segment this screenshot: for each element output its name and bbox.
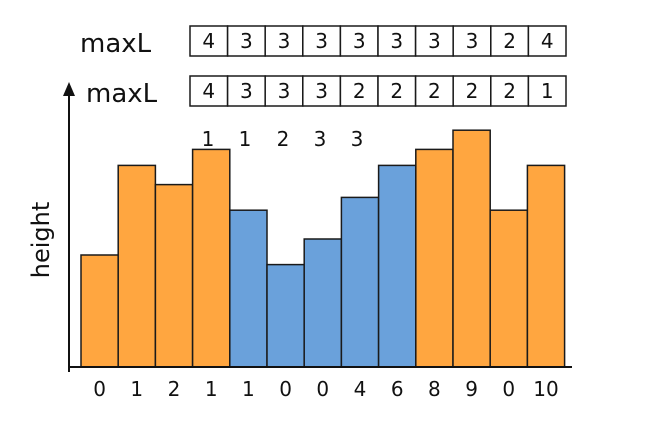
bar-9 [415,148,454,368]
maxl-row-1: maxL 4 3 3 3 2 2 2 2 2 1 [86,75,567,109]
array-cell [527,25,567,57]
array-cell [490,75,530,107]
maxl-row-label: maxL [86,79,158,109]
array-cell-value: 3 [315,79,328,103]
array-cell [414,25,454,57]
x-tick-label-11: 0 [502,377,515,401]
axes: height [27,82,572,372]
x-tick-label-9: 8 [428,377,441,401]
count-label-3: 3 [314,127,327,151]
x-tick-label-4: 1 [242,377,255,401]
bar-0 [80,254,119,368]
bar-6 [303,238,343,368]
x-tick-label-3: 1 [205,377,218,401]
bar-5 [266,263,305,368]
count-label-1: 1 [239,127,252,151]
array-cell [490,25,530,57]
x-tick-label-5: 0 [279,377,292,401]
x-tick-label-6: 0 [316,377,329,401]
x-tick-label-2: 2 [168,377,181,401]
x-tick-label-8: 6 [391,377,404,401]
bar-4 [229,209,268,368]
x-tick-label-12: 10 [533,377,558,401]
x-tick-label-0: 0 [93,377,106,401]
array-cell-value: 2 [503,29,516,53]
array-cell-value: 3 [278,79,291,103]
count-label-2: 2 [277,127,290,151]
bars [80,129,566,368]
array-cell-value: 3 [240,79,253,103]
array-cell [377,75,417,107]
x-tick-label-1: 1 [130,377,143,401]
bar-8 [377,164,417,368]
count-label-0: 1 [202,127,215,151]
array-cell-value: 4 [202,29,215,53]
array-cell [339,25,379,57]
x-tick-labels: 0 1 2 1 1 0 0 4 6 8 9 0 10 [93,377,558,401]
array-cell-value: 3 [428,29,441,53]
array-cell-value: 2 [466,79,479,103]
array-cell [527,75,567,107]
y-axis-arrowhead [63,82,75,96]
array-cell-value: 3 [466,29,479,53]
array-cell [264,75,304,107]
bar-12 [526,164,566,368]
bar-10 [452,129,491,368]
array-cell-value: 4 [202,79,215,103]
bar-1 [117,164,157,368]
array-cell [452,25,492,57]
array-cell-value: 4 [541,29,554,53]
array-cell-value: 3 [240,29,253,53]
array-cell [264,25,304,57]
maxl-row-label: maxL [80,29,152,59]
array-cell [302,75,342,107]
bar-2 [154,183,194,368]
bar-11 [489,209,529,368]
bar-3 [191,148,231,368]
array-cell-value: 2 [428,79,441,103]
array-cell-value: 3 [353,29,366,53]
array-cell [226,25,266,57]
array-cell-value: 3 [278,29,291,53]
array-cell-value: 2 [353,79,366,103]
array-cell [189,25,229,57]
bar-7 [340,196,380,368]
x-tick-label-7: 4 [354,377,367,401]
array-cell-value: 3 [315,29,328,53]
count-label-4: 3 [351,127,364,151]
array-cell [414,75,454,107]
x-tick-label-10: 9 [465,377,478,401]
array-cell-value: 3 [390,29,403,53]
y-axis-label: height [27,202,55,279]
array-cell [226,75,266,107]
maxl-row-0: maxL 4 3 3 3 3 3 3 3 2 4 [80,25,567,59]
array-cell-value: 2 [390,79,403,103]
array-cell-value: 2 [503,79,516,103]
array-cell-value: 1 [541,79,554,103]
